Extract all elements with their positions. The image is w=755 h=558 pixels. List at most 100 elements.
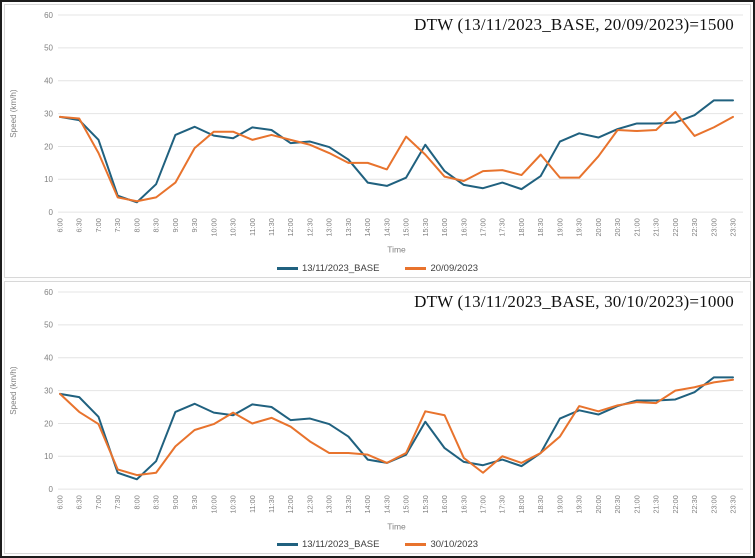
x-tick-label: 23:00 — [709, 218, 718, 236]
x-tick-label: 13:30 — [344, 495, 353, 513]
y-axis-title: Speed (km/h) — [9, 89, 18, 138]
x-tick-label: 19:30 — [575, 218, 584, 236]
x-tick-label: 10:30 — [229, 218, 238, 236]
x-tick-label: 17:30 — [498, 495, 507, 513]
x-tick-label: 18:30 — [536, 218, 545, 236]
x-tick-label: 8:00 — [132, 218, 141, 232]
x-tick-label: 14:00 — [363, 218, 372, 236]
series-line-30/10/2023 — [59, 378, 734, 476]
x-tick-label: 22:30 — [690, 218, 699, 236]
x-tick-label: 20:00 — [594, 495, 603, 513]
x-tick-label: 13:00 — [325, 218, 334, 236]
y-tick-label: 0 — [49, 208, 54, 217]
x-tick-label: 15:30 — [421, 495, 430, 513]
x-tick-label: 11:30 — [267, 218, 276, 236]
chart-title: DTW (13/11/2023_BASE, 20/09/2023)=1500 — [414, 15, 734, 34]
legend-entry-comparison: 30/10/2023 — [405, 539, 478, 550]
y-tick-label: 30 — [44, 109, 53, 118]
x-tick-label: 20:00 — [594, 218, 603, 236]
x-tick-label: 20:30 — [613, 218, 622, 236]
chart-panel-bottom: 0 10 20 30 40 50 60 6:00 6:30 7:00 7:30 8:00 8:30 9:0… — [4, 280, 751, 554]
x-tick-label: 16:00 — [440, 218, 449, 236]
x-tick-label: 8:00 — [132, 495, 141, 509]
series-line-13/11/2023_BASE — [59, 375, 734, 480]
legend-label: 30/10/2023 — [430, 539, 479, 550]
x-tick-label: 12:30 — [305, 495, 314, 513]
x-tick-label: 6:00 — [56, 218, 65, 232]
x-tick-label: 17:00 — [479, 495, 488, 513]
x-tick-label: 18:00 — [517, 495, 526, 513]
y-tick-label: 60 — [44, 11, 53, 20]
x-tick-label: 19:00 — [555, 218, 564, 236]
x-tick-label: 14:30 — [382, 218, 391, 236]
y-tick-label: 60 — [44, 287, 53, 296]
x-tick-label: 12:00 — [286, 495, 295, 513]
x-tick-label: 16:00 — [440, 495, 449, 513]
y-tick-label: 40 — [44, 353, 53, 362]
y-tick-label: 20 — [44, 419, 53, 428]
x-tick-label: 10:00 — [209, 218, 218, 236]
x-tick-label: 17:00 — [479, 218, 488, 236]
legend: 13/11/2023_BASE 30/10/2023 — [5, 539, 750, 550]
legend-line-swatch — [276, 266, 298, 270]
series-line-13/11/2023_BASE — [59, 99, 734, 204]
x-tick-label: 23:30 — [729, 218, 738, 236]
x-tick-label: 19:00 — [555, 495, 564, 513]
y-tick-label: 0 — [49, 484, 54, 493]
x-tick-label: 8:30 — [152, 218, 161, 232]
x-tick-label: 9:30 — [190, 495, 199, 509]
x-tick-label: 15:00 — [402, 218, 411, 236]
x-tick-label: 15:00 — [402, 495, 411, 513]
x-tick-label: 11:00 — [248, 218, 257, 236]
x-tick-label: 13:30 — [344, 218, 353, 236]
legend-entry-comparison: 20/09/2023 — [405, 263, 478, 274]
legend-line-swatch — [276, 543, 298, 546]
x-tick-label: 21:00 — [632, 495, 641, 513]
y-tick-label: 10 — [44, 452, 53, 461]
x-tick-label: 12:00 — [286, 218, 295, 236]
x-tick-label: 22:00 — [671, 218, 680, 236]
x-tick-label: 20:30 — [613, 495, 622, 513]
y-tick-label: 20 — [44, 142, 53, 151]
x-tick-label: 9:00 — [171, 218, 180, 232]
x-tick-label: 10:30 — [229, 495, 238, 513]
x-axis-title: Time — [387, 521, 406, 531]
y-tick-label: 10 — [44, 175, 53, 184]
legend-label: 13/11/2023_BASE — [301, 262, 380, 274]
x-tick-label: 21:30 — [652, 218, 661, 236]
x-tick-label: 7:30 — [113, 218, 122, 232]
y-tick-label: 30 — [44, 386, 53, 395]
x-tick-label: 17:30 — [498, 218, 507, 236]
legend-entry-base: 13/11/2023_BASE — [276, 262, 380, 274]
y-axis-title: Speed (km/h) — [9, 366, 18, 415]
x-tick-label: 13:00 — [325, 495, 334, 513]
x-tick-label: 10:00 — [209, 495, 218, 513]
x-tick-label: 14:00 — [363, 495, 372, 513]
legend-line-swatch — [405, 266, 427, 270]
x-tick-label: 18:00 — [517, 218, 526, 236]
x-tick-label: 8:30 — [152, 495, 161, 509]
x-tick-label: 12:30 — [305, 218, 314, 236]
x-tick-label: 11:00 — [248, 495, 257, 513]
y-tick-label: 50 — [44, 44, 53, 53]
chart-panel-top: 0 10 20 30 40 50 60 6:00 6:30 7:00 7:30 8:00 8:30 9:0… — [4, 4, 751, 278]
x-tick-label: 6:30 — [75, 495, 84, 509]
x-tick-label: 14:30 — [382, 495, 391, 513]
y-tick-label: 40 — [44, 77, 53, 86]
x-tick-label: 6:00 — [56, 495, 65, 509]
x-tick-label: 7:00 — [94, 495, 103, 509]
line-chart-top: 0 10 20 30 40 50 60 6:00 6:30 7:00 7:30 8:00 8:30 9:0… — [9, 11, 743, 254]
series-line-20/09/2023 — [59, 110, 734, 203]
x-tick-label: 23:30 — [729, 495, 738, 513]
x-tick-label: 18:30 — [536, 495, 545, 513]
legend-entry-base: 13/11/2023_BASE — [276, 539, 380, 550]
x-tick-label: 23:00 — [709, 495, 718, 513]
line-chart-bottom: 0 10 20 30 40 50 60 6:00 6:30 7:00 7:30 8:00 8:30 9:0… — [9, 287, 743, 531]
x-tick-label: 22:30 — [690, 495, 699, 513]
x-tick-label: 16:30 — [459, 218, 468, 236]
chart-title: DTW (13/11/2023_BASE, 30/10/2023)=1000 — [414, 291, 734, 311]
legend-label: 13/11/2023_BASE — [301, 539, 380, 550]
x-tick-label: 16:30 — [459, 495, 468, 513]
legend-line-swatch — [405, 543, 427, 546]
